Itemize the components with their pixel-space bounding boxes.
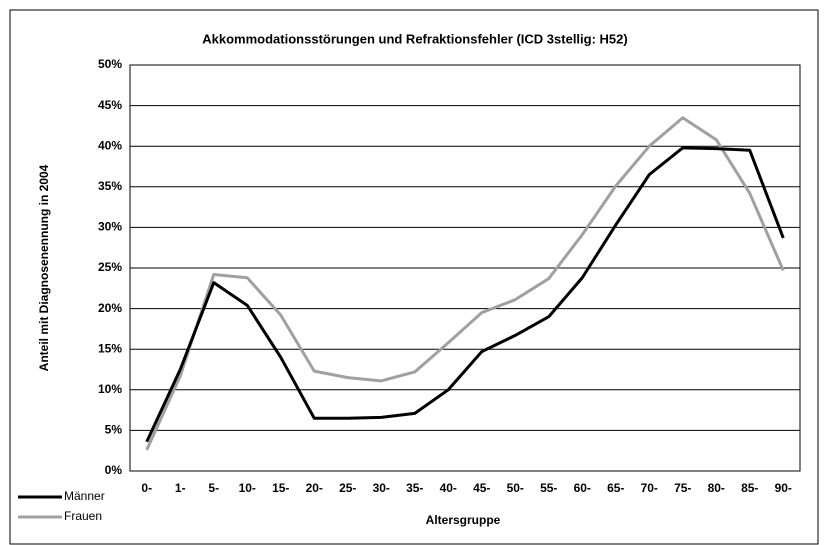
x-tick-label: 15-	[272, 481, 289, 495]
y-tick-label: 10%	[98, 382, 122, 396]
x-tick-label: 50-	[507, 481, 524, 495]
y-tick-label: 50%	[98, 57, 122, 71]
y-tick-label: 15%	[98, 341, 122, 355]
x-tick-label: 30-	[373, 481, 390, 495]
series-line	[145, 146, 785, 443]
y-tick-label: 5%	[105, 423, 123, 437]
x-tick-label: 55-	[540, 481, 557, 495]
x-tick-label: 70-	[641, 481, 658, 495]
chart-title: Akkommodationsstörungen und Refraktionsf…	[202, 31, 627, 46]
y-tick-label: 0%	[105, 463, 123, 477]
y-tick-label: 45%	[98, 98, 122, 112]
y-tick-label: 40%	[98, 138, 122, 152]
plot-area	[129, 64, 801, 472]
series-line	[145, 116, 785, 451]
legend-label: Männer	[64, 489, 105, 503]
x-tick-label: 80-	[708, 481, 725, 495]
x-tick-label: 75-	[674, 481, 691, 495]
x-tick-label: 60-	[574, 481, 591, 495]
legend-label: Frauen	[64, 509, 102, 523]
x-tick-label: 1-	[175, 481, 186, 495]
y-axis-label: Anteil mit Diagnosenennung in 2004	[37, 164, 51, 371]
x-tick-label: 40-	[440, 481, 457, 495]
chart-frame	[9, 9, 819, 545]
x-tick-label: 25-	[339, 481, 356, 495]
x-tick-label: 65-	[607, 481, 624, 495]
x-tick-label: 10-	[239, 481, 256, 495]
x-tick-label: 35-	[406, 481, 423, 495]
y-tick-label: 25%	[98, 260, 122, 274]
x-tick-label: 85-	[741, 481, 758, 495]
x-tick-label: 90-	[775, 481, 792, 495]
y-tick-label: 20%	[98, 301, 122, 315]
x-axis-label: Altersgruppe	[426, 513, 501, 527]
x-tick-label: 45-	[473, 481, 490, 495]
x-tick-label: 20-	[306, 481, 323, 495]
y-tick-label: 35%	[98, 179, 122, 193]
x-tick-label: 5-	[208, 481, 219, 495]
x-tick-label: 0-	[141, 481, 152, 495]
y-tick-label: 30%	[98, 220, 122, 234]
